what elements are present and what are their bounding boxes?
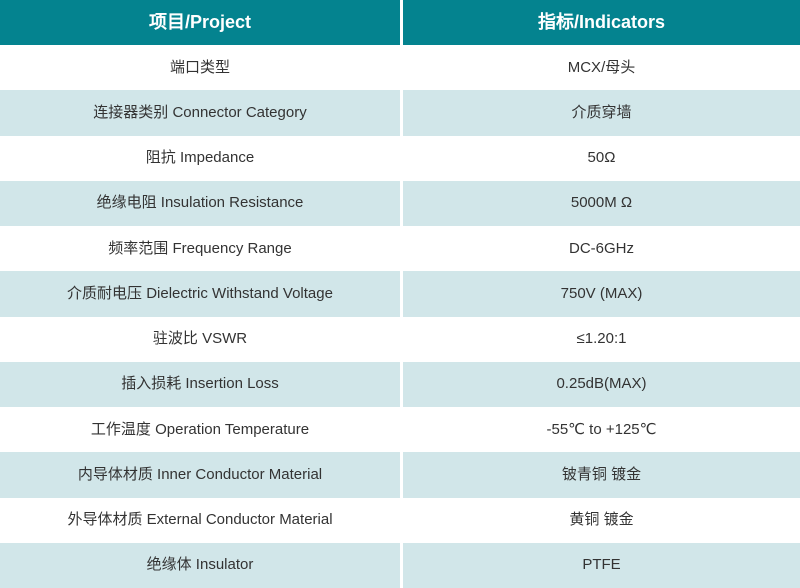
table-body: 端口类型 MCX/母头 连接器类别 Connector Category 介质穿… [0,45,800,588]
column-divider [400,316,403,362]
project-cell: 内导体材质 Inner Conductor Material [0,452,400,498]
column-divider [400,407,403,453]
project-cell: 外导体材质 External Conductor Material [0,497,400,543]
column-divider [400,180,403,226]
indicator-cell: 0.25dB(MAX) [403,361,800,407]
project-cell: 工作温度 Operation Temperature [0,407,400,453]
column-divider [400,542,403,588]
indicator-cell: 介质穿墙 [403,90,800,136]
column-divider [400,45,403,91]
indicator-cell: PTFE [403,542,800,588]
table-row: 频率范围 Frequency Range DC-6GHz [0,226,800,272]
table-row: 阻抗 Impedance 50Ω [0,135,800,181]
project-cell: 驻波比 VSWR [0,316,400,362]
column-divider [400,90,403,136]
table-row: 介质耐电压 Dielectric Withstand Voltage 750V … [0,271,800,317]
indicator-cell: 5000M Ω [403,180,800,226]
indicator-cell: DC-6GHz [403,226,800,272]
column-divider [400,497,403,543]
table-row: 连接器类别 Connector Category 介质穿墙 [0,90,800,136]
table-row: 工作温度 Operation Temperature -55℃ to +125℃ [0,407,800,453]
table-row: 驻波比 VSWR ≤1.20:1 [0,316,800,362]
column-header-project: 项目/Project [148,11,252,32]
table-row: 绝缘体 Insulator PTFE [0,542,800,588]
table-row: 外导体材质 External Conductor Material 黄铜 镀金 [0,497,800,543]
indicator-cell: 50Ω [403,135,800,181]
column-divider [400,452,403,498]
project-cell: 绝缘体 Insulator [0,542,400,588]
column-header-indicators: 指标/Indicators [537,11,666,32]
indicator-cell: MCX/母头 [403,45,800,91]
table-row: 绝缘电阻 Insulation Resistance 5000M Ω [0,180,800,226]
table-row: 内导体材质 Inner Conductor Material 铍青铜 镀金 [0,452,800,498]
project-cell: 绝缘电阻 Insulation Resistance [0,180,400,226]
table-row: 端口类型 MCX/母头 [0,45,800,91]
column-divider [400,271,403,317]
column-divider [400,361,403,407]
project-cell: 阻抗 Impedance [0,135,400,181]
indicator-cell: 铍青铜 镀金 [403,452,800,498]
indicator-cell: ≤1.20:1 [403,316,800,362]
indicator-cell: 750V (MAX) [403,271,800,317]
project-cell: 介质耐电压 Dielectric Withstand Voltage [0,271,400,317]
indicator-cell: -55℃ to +125℃ [403,407,800,453]
project-cell: 连接器类别 Connector Category [0,90,400,136]
project-cell: 端口类型 [0,45,400,91]
column-divider [400,135,403,181]
table-row: 插入损耗 Insertion Loss 0.25dB(MAX) [0,361,800,407]
project-cell: 插入损耗 Insertion Loss [0,361,400,407]
column-divider [400,226,403,272]
project-cell: 频率范围 Frequency Range [0,226,400,272]
indicator-cell: 黄铜 镀金 [403,497,800,543]
column-divider [400,0,403,45]
table-header-row: 项目/Project 指标/Indicators [0,0,800,45]
